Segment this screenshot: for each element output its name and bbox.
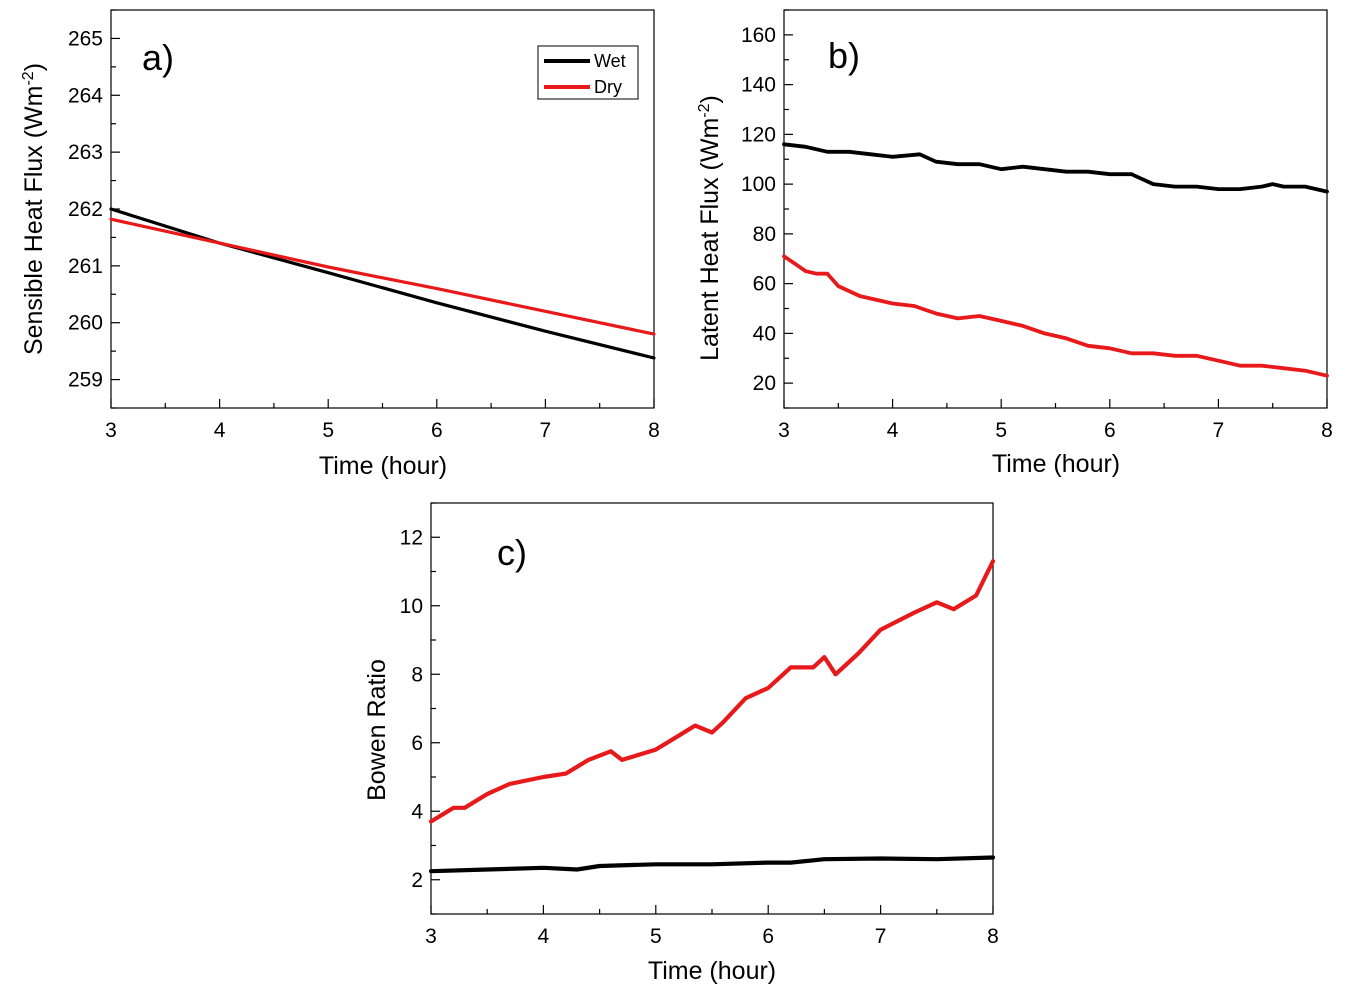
panel-a-xticks: 3 4 5 6 7 8: [105, 399, 660, 442]
panel-b-y-axis-title-main: Latent Heat Flux (Wm: [696, 118, 724, 361]
panel-c-xtick-label: 4: [538, 925, 550, 948]
panel-c-xtick-label: 3: [425, 925, 437, 948]
panel-b-series-wet-line: [782, 142, 1329, 194]
panel-a-xtick-label: 8: [648, 419, 660, 442]
panel-b-xtick-label: 4: [887, 419, 899, 442]
panel-a-y-axis-title-main: Sensible Heat Flux (Wm: [20, 86, 48, 356]
panel-b-xtick-label: 3: [778, 419, 790, 442]
panel-b-ytick-label: 80: [753, 223, 776, 246]
panel-a-ytick-label: 262: [68, 198, 103, 221]
panel-c-xtick-label: 8: [987, 925, 999, 948]
legend-label-wet: Wet: [594, 51, 626, 71]
panel-c-yticks: 2 4 6 8 10 12: [400, 502, 440, 915]
panel-a-xtick-label: 5: [322, 419, 334, 442]
panel-c-ytick-label: 4: [411, 800, 423, 823]
panel-a-xtick-label: 7: [540, 419, 552, 442]
panel-b-ytick-label: 140: [741, 74, 776, 97]
panel-a: 3 4 5 6 7 8 259 260 261 262 263 264 265 a) Time (ho…: [20, 9, 660, 480]
panel-b-xtick-label: 6: [1104, 419, 1116, 442]
panel-a-y-axis-title-close: ): [20, 63, 48, 71]
panel-a-ytick-label: 261: [68, 255, 103, 278]
panel-a-yticks: 259 260 261 262 263 264 265: [68, 9, 120, 409]
panel-a-series-dry-line: [109, 217, 656, 336]
panel-b-x-axis-title: Time (hour): [992, 450, 1120, 478]
panel-a-series: [109, 207, 656, 360]
panel-a-ytick-label: 265: [68, 27, 103, 50]
panel-c-xticks: 3 4 5 6 7 8: [425, 905, 999, 948]
panel-b-ytick-label: 40: [753, 322, 776, 345]
panel-c-series-wet-line: [428, 855, 996, 874]
panel-c-ytick-label: 8: [411, 663, 423, 686]
panel-b-xtick-label: 8: [1321, 419, 1333, 442]
panel-c-ytick-label: 12: [400, 526, 423, 549]
panel-b-xticks: 3 4 5 6 7 8: [778, 399, 1333, 442]
panel-a-y-axis-title: Sensible Heat Flux (Wm-2): [20, 63, 48, 355]
panel-b-y-axis-title: Latent Heat Flux (Wm-2): [696, 95, 724, 361]
panel-a-series-wet-line: [109, 207, 656, 360]
panel-b-y-axis-title-sup: -2: [696, 103, 713, 117]
panel-b-yticks: 20 40 60 80 100 120 140 160: [741, 9, 793, 409]
panel-c-xtick-label: 5: [650, 925, 662, 948]
panel-a-xtick-label: 6: [431, 419, 443, 442]
panel-c-y-axis-title: Bowen Ratio: [363, 659, 391, 801]
legend-label-dry: Dry: [594, 77, 622, 97]
panel-c-x-axis-title: Time (hour): [648, 957, 776, 985]
panel-a-ytick-label: 259: [68, 369, 103, 392]
panel-b-xtick-label: 5: [995, 419, 1007, 442]
panel-a-ytick-label: 263: [68, 141, 103, 164]
panel-c-series: [428, 559, 996, 874]
panel-a-ytick-label: 264: [68, 84, 103, 107]
panel-a-y-axis-title-sup: -2: [20, 71, 37, 85]
panel-b-series: [782, 142, 1329, 378]
panel-b-ytick-label: 60: [753, 273, 776, 296]
panel-b-series-dry-line: [782, 254, 1329, 378]
panel-a-tag: a): [142, 37, 174, 78]
panel-b-frame: [783, 9, 1328, 409]
panel-c-tag: c): [497, 532, 527, 573]
panel-c-xtick-label: 6: [762, 925, 774, 948]
panel-a-xtick-label: 4: [214, 419, 226, 442]
panel-b-ytick-label: 120: [741, 123, 776, 146]
panel-a-x-axis-title: Time (hour): [319, 452, 447, 480]
panel-b-ytick-label: 100: [741, 173, 776, 196]
panel-b-ytick-label: 160: [741, 24, 776, 47]
panel-b-ytick-label: 20: [753, 372, 776, 395]
panel-c: 3 4 5 6 7 8 2 4 6 8 10 12 c) Time (hour) Bowen Rat…: [363, 502, 999, 985]
panel-b-tag: b): [828, 35, 860, 76]
panel-c-ytick-label: 2: [411, 869, 423, 892]
panel-c-series-dry-line: [428, 559, 996, 824]
panel-c-xtick-label: 7: [875, 925, 887, 948]
panel-c-ytick-label: 6: [411, 732, 423, 755]
legend-box: [537, 45, 639, 100]
panel-a-ytick-label: 260: [68, 312, 103, 335]
panel-b: 3 4 5 6 7 8 20 40 60 80 100 120 140 160 b) Time (hou…: [696, 9, 1333, 478]
panel-b-xtick-label: 7: [1213, 419, 1225, 442]
legend: Wet Dry: [537, 45, 639, 100]
panel-a-xtick-label: 3: [105, 419, 117, 442]
panel-c-ytick-label: 10: [400, 595, 423, 618]
panel-b-y-axis-title-close: ): [696, 95, 724, 103]
